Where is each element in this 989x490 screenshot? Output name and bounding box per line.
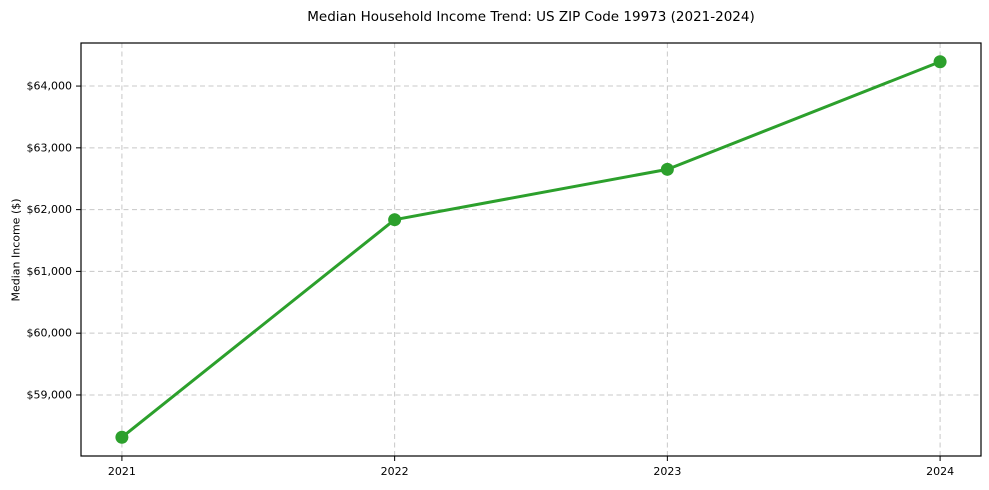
data-point-2024: [933, 55, 947, 69]
trend-line: [120, 60, 942, 439]
data-point-2021: [115, 430, 129, 444]
chart-title: Median Household Income Trend: US ZIP Co…: [307, 9, 755, 25]
y-tick-label: $64,000: [27, 80, 73, 93]
y-tick-label: $59,000: [27, 388, 73, 401]
plot-border: [80, 42, 982, 457]
x-tick-label: 2022: [381, 465, 409, 478]
y-tick-label: $62,000: [27, 203, 73, 216]
x-tick-label: 2021: [108, 465, 136, 478]
y-tick-label: $63,000: [27, 141, 73, 154]
x-tick-label: 2024: [926, 465, 954, 478]
x-tick-label: 2023: [653, 465, 681, 478]
y-tick-label: $60,000: [27, 327, 73, 340]
data-point-2023: [660, 162, 674, 176]
y-tick-label: $61,000: [27, 265, 73, 278]
data-point-2022: [388, 213, 402, 227]
